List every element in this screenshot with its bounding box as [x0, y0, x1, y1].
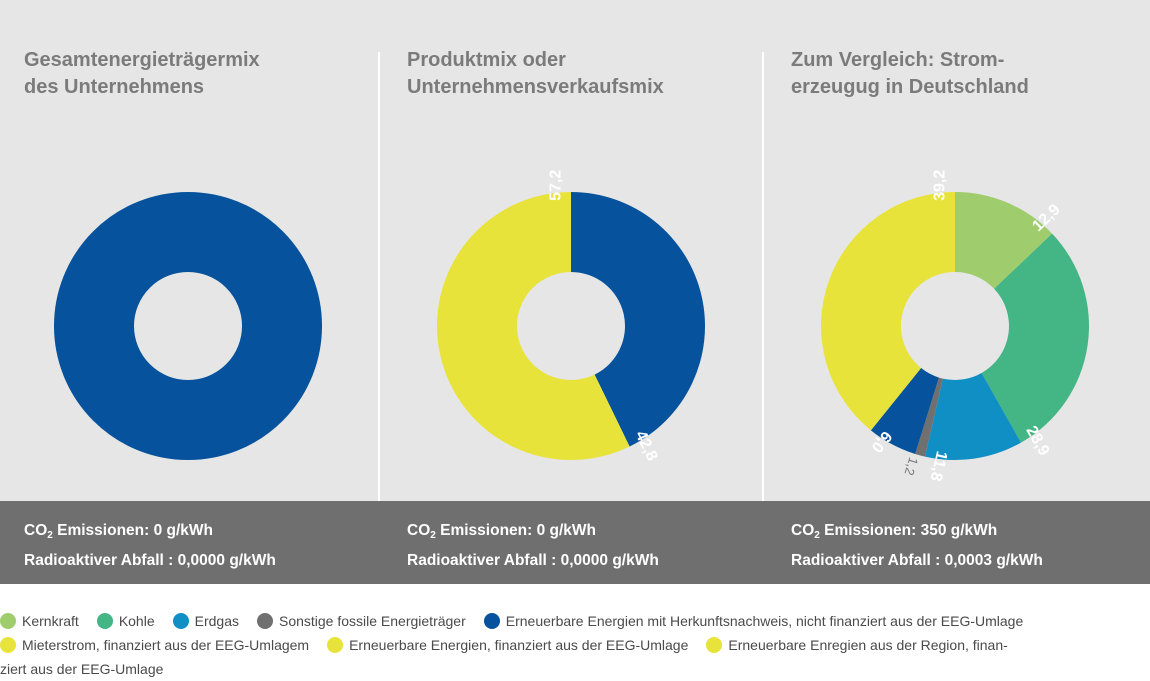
- donut-slice-ee_hkn: [54, 192, 322, 460]
- data-label-ee_eeg: 57,2: [547, 170, 564, 201]
- legend-item-mieter: Mieterstrom, finanziert aus der EEG-Umla…: [0, 633, 309, 657]
- legend-row: Kernkraft Kohle Erdgas Sonstige fossile Ene…: [0, 609, 1150, 633]
- data-label-kohle: 28,9: [1022, 423, 1052, 459]
- data-label-ee_hkn: 42,8: [632, 428, 661, 464]
- co2-emissions: Emissionen: 0 g/kWh: [440, 522, 597, 539]
- donut-slice-fossil: [915, 377, 943, 457]
- data-label-erdgas: 11,8: [927, 449, 950, 482]
- radioactive-waste: Radioaktiver Abfall : 0,0000 g/kWh: [407, 552, 659, 569]
- donut-chart-0: [54, 192, 322, 460]
- legend: Kernkraft Kohle Erdgas Sonstige fossile Ene…: [0, 609, 1150, 681]
- legend-swatch: [172, 613, 189, 629]
- legend-item-region: Erneuerbare Enregien aus der Region, fin…: [706, 633, 1008, 657]
- legend-item-kohle: Kohle: [96, 609, 155, 633]
- legend-item-kernkraft: Kernkraft: [0, 609, 79, 633]
- data-label-fossil: 1,2: [901, 456, 921, 478]
- legend-label: Sonstige fossile Energieträger: [278, 613, 466, 629]
- legend-swatch: [327, 637, 344, 653]
- data-label-ee_eeg: 39,2: [931, 170, 948, 201]
- legend-label: Erdgas: [194, 613, 239, 629]
- legend-label: Kernkraft: [22, 613, 79, 629]
- legend-swatch: [706, 637, 723, 653]
- donut-slice-kohle: [981, 233, 1089, 443]
- emissions-info-produktmix: CO2 Emissionen: 0 g/kWh Radioaktiver Abf…: [407, 518, 767, 573]
- donut-slice-ee_eeg: [436, 192, 630, 460]
- donut-charts: 42,857,212,928,911,81,26,039,2: [54, 170, 1089, 483]
- legend-item-ee_eeg: Erneuerbare Energien, finanziert aus der…: [327, 633, 688, 657]
- legend-row: Mieterstrom, finanziert aus der EEG-Umla…: [0, 633, 1150, 657]
- chart-title-gesamtenergietraegermix: Gesamtenergieträgermix des Unternehmens: [24, 49, 260, 98]
- legend-item-erdgas: Erdgas: [172, 609, 239, 633]
- chart-title-produktmix: Produktmix oder Unternehmensverkaufsmix: [407, 49, 664, 98]
- legend-row-continuation: ziert aus der EEG-Umlage: [0, 661, 164, 677]
- donut-chart-1: 42,8 57,2: [436, 170, 705, 464]
- legend-label: Kohle: [118, 613, 155, 629]
- legend-label: Mieterstrom, finanziert aus der EEG-Umla…: [22, 637, 310, 653]
- column-divider: [762, 52, 764, 566]
- donut-slice-ee_hkn: [870, 368, 939, 454]
- legend-swatch: [483, 613, 500, 629]
- donut-slice-ee_eeg: [821, 192, 955, 431]
- emissions-info-gesamt: CO2 Emissionen: 0 g/kWh Radioaktiver Abf…: [24, 518, 384, 573]
- radioactive-waste: Radioaktiver Abfall : 0,0000 g/kWh: [24, 552, 276, 569]
- emissions-footer: [0, 501, 1150, 584]
- legend-swatch: [96, 613, 113, 629]
- column-divider: [378, 52, 380, 566]
- legend-swatch: [0, 637, 16, 653]
- co2-emissions: Emissionen: 350 g/kWh: [824, 522, 998, 539]
- legend-item-fossil: Sonstige fossile Energieträger: [256, 609, 466, 633]
- donut-chart-2: 12,928,911,81,26,039,2: [821, 170, 1089, 483]
- legend-swatch: [0, 613, 16, 629]
- legend-label: Erneuerbare Enregien aus der Region, fin…: [728, 637, 1008, 653]
- legend-swatch: [256, 613, 273, 629]
- legend-label: Erneuerbare Energien mit Herkunftsnachwe…: [505, 613, 1024, 629]
- legend-item-ee_hkn: Erneuerbare Energien mit Herkunftsnachwe…: [483, 609, 1024, 633]
- co2-emissions: Emissionen: 0 g/kWh: [57, 522, 214, 539]
- donut-slice-ee_hkn: [571, 192, 705, 447]
- panel-background: [0, 0, 1150, 584]
- donut-slice-erdgas: [924, 372, 1022, 461]
- emissions-info-deutschland: CO2 Emissionen: 350 g/kWh Radioaktiver A…: [791, 518, 1150, 573]
- legend-label: Erneuerbare Energien, finanziert aus der…: [349, 637, 689, 653]
- donut-slice-kernkraft: [955, 192, 1053, 289]
- chart-title-vergleich-deutschland: Zum Vergleich: Strom- erzeugug in Deutsc…: [791, 49, 1029, 98]
- radioactive-waste: Radioaktiver Abfall : 0,0003 g/kWh: [791, 552, 1043, 569]
